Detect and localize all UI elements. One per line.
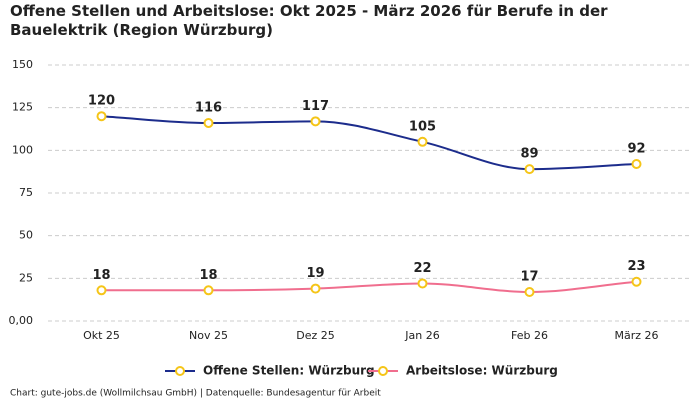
source-note: Chart: gute-jobs.de (Wollmilchsau GmbH) … bbox=[10, 389, 381, 399]
legend-marker bbox=[175, 366, 185, 376]
y-tick-label: 0,00 bbox=[9, 314, 34, 327]
series-line bbox=[101, 280, 637, 293]
data-label: 19 bbox=[306, 266, 324, 281]
x-tick-label: Dez 25 bbox=[296, 329, 335, 342]
point-marker bbox=[524, 286, 535, 297]
data-label: 18 bbox=[92, 268, 110, 283]
data-label: 116 bbox=[195, 101, 222, 116]
y-tick-label: 25 bbox=[19, 271, 33, 284]
y-tick-label: 100 bbox=[12, 143, 33, 156]
data-label: 117 bbox=[302, 99, 329, 114]
point-marker bbox=[203, 118, 214, 129]
legend-marker bbox=[378, 366, 388, 376]
point-marker bbox=[96, 111, 107, 122]
y-tick-label: 150 bbox=[12, 58, 33, 71]
data-label: 18 bbox=[199, 268, 217, 283]
point-marker bbox=[310, 116, 321, 127]
y-tick-label: 125 bbox=[12, 101, 33, 114]
x-tick-label: Nov 25 bbox=[189, 329, 228, 342]
x-tick-label: Okt 25 bbox=[83, 329, 120, 342]
data-label: 92 bbox=[627, 141, 645, 156]
legend-label: Arbeitslose: Würzburg bbox=[406, 364, 558, 378]
point-marker bbox=[96, 285, 107, 296]
point-marker bbox=[631, 158, 642, 169]
y-tick-label: 75 bbox=[19, 186, 33, 199]
data-label: 120 bbox=[88, 94, 115, 109]
data-label: 105 bbox=[409, 119, 436, 134]
x-tick-label: Feb 26 bbox=[511, 329, 548, 342]
point-marker bbox=[524, 164, 535, 175]
legend-label: Offene Stellen: Würzburg bbox=[203, 364, 375, 378]
series-line bbox=[101, 115, 637, 171]
chart-title: Offene Stellen und Arbeitslose: Okt 2025… bbox=[10, 2, 608, 39]
point-marker bbox=[203, 285, 214, 296]
point-marker bbox=[417, 136, 428, 147]
point-marker bbox=[631, 276, 642, 287]
data-label: 23 bbox=[627, 259, 645, 274]
data-label: 17 bbox=[520, 269, 538, 284]
point-marker bbox=[417, 278, 428, 289]
x-tick-label: März 26 bbox=[614, 329, 658, 342]
point-marker bbox=[310, 283, 321, 294]
y-tick-label: 50 bbox=[19, 229, 33, 242]
x-tick-label: Jan 26 bbox=[404, 329, 439, 342]
data-label: 22 bbox=[413, 261, 431, 276]
data-label: 89 bbox=[520, 147, 538, 162]
